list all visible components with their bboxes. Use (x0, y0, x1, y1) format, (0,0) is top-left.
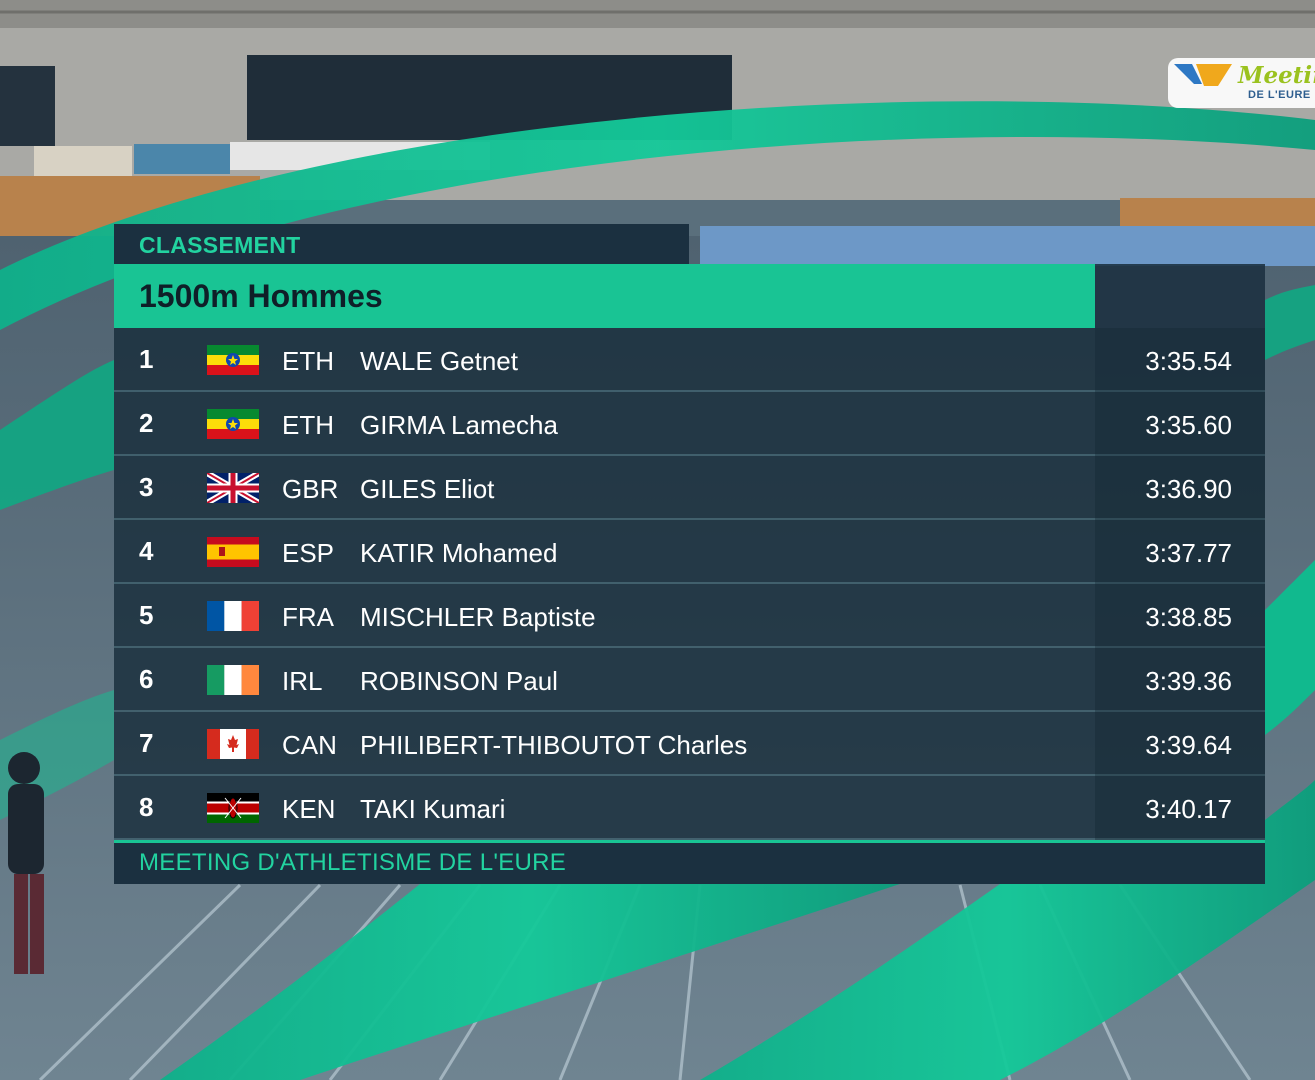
nation-code: ETH (282, 410, 334, 440)
nation-code: CAN (282, 730, 337, 760)
rank-label: 1 (139, 344, 154, 374)
result-time: 3:35.54 (1145, 346, 1232, 376)
logo-subtitle: DE L'EURE (1248, 89, 1311, 101)
athlete-name: PHILIBERT-THIBOUTOT Charles (360, 730, 748, 760)
athlete-name: GIRMA Lamecha (360, 410, 558, 440)
footer-label: MEETING D'ATHLETISME DE L'EURE (139, 849, 567, 876)
logo-mark-icon (1174, 64, 1232, 86)
rank-label: 8 (139, 792, 154, 822)
france-flag-icon (207, 601, 259, 631)
result-time: 3:39.36 (1145, 666, 1232, 696)
kenya-flag-icon (207, 793, 259, 823)
table-row: 1 ETH WALE Getnet 3:35.54 (114, 328, 1265, 392)
result-time: 3:36.90 (1145, 474, 1232, 504)
category-bar: CLASSEMENT (114, 224, 689, 264)
athlete-name: MISCHLER Baptiste (360, 602, 596, 632)
rank-label: 2 (139, 408, 154, 438)
nation-code: GBR (282, 474, 339, 504)
athlete-name: ROBINSON Paul (360, 666, 558, 696)
title-bar-extension (1095, 264, 1265, 328)
nation-code: ESP (282, 538, 335, 568)
category-label: CLASSEMENT (139, 232, 301, 258)
rank-label: 3 (139, 472, 154, 502)
ethiopia-flag-icon (207, 345, 259, 375)
athlete-name: GILES Eliot (360, 474, 495, 504)
table-row: 5 FRA MISCHLER Baptiste 3:38.85 (114, 584, 1265, 648)
table-row: 6 IRL ROBINSON Paul 3:39.36 (114, 648, 1265, 712)
nation-code: FRA (282, 602, 334, 632)
logo-word: Meetin (1238, 62, 1315, 89)
ethiopia-flag-icon (207, 409, 259, 439)
rank-label: 6 (139, 664, 154, 694)
nation-code: KEN (282, 794, 336, 824)
spain-flag-icon (207, 537, 259, 567)
ireland-flag-icon (207, 665, 259, 695)
result-time: 3:39.64 (1145, 730, 1232, 760)
result-time: 3:38.85 (1145, 602, 1232, 632)
nation-code: ETH (282, 346, 334, 376)
table-row: 8 KEN TAKI Kumari 3:40.17 (114, 776, 1265, 840)
table-row: 4 ESP KATIR Mohamed 3:37.77 (114, 520, 1265, 584)
rank-label: 4 (139, 536, 154, 566)
meeting-logo: Meetin DE L'EURE (1168, 58, 1315, 108)
footer-bar: MEETING D'ATHLETISME DE L'EURE (114, 840, 1265, 884)
nation-code: IRL (282, 666, 323, 696)
result-time: 3:35.60 (1145, 410, 1232, 440)
result-time: 3:40.17 (1145, 794, 1232, 824)
table-row: 7 CAN PHILIBERT-THIBOUTOT Charles 3:39.64 (114, 712, 1265, 776)
event-title-bar: 1500m Hommes (114, 264, 1095, 328)
athlete-name: KATIR Mohamed (360, 538, 558, 568)
canada-flag-icon (207, 729, 259, 759)
athlete-name: TAKI Kumari (360, 794, 506, 824)
rank-label: 5 (139, 600, 154, 630)
table-row: 2 ETH GIRMA Lamecha 3:35.60 (114, 392, 1265, 456)
united-kingdom-flag-icon (207, 473, 259, 503)
table-row: 3 GBR GILES Eliot 3:36.90 (114, 456, 1265, 520)
event-title: 1500m Hommes (139, 278, 383, 314)
rank-label: 7 (139, 728, 154, 758)
results-table: 1 ETH WALE Getnet 3:35.54 2 ETH GIRMA Lamecha 3… (114, 328, 1265, 840)
results-panel: CLASSEMENT 1500m Hommes 1 ETH WALE Getnet 3… (114, 224, 1265, 884)
athlete-name: WALE Getnet (360, 346, 518, 376)
result-time: 3:37.77 (1145, 538, 1232, 568)
